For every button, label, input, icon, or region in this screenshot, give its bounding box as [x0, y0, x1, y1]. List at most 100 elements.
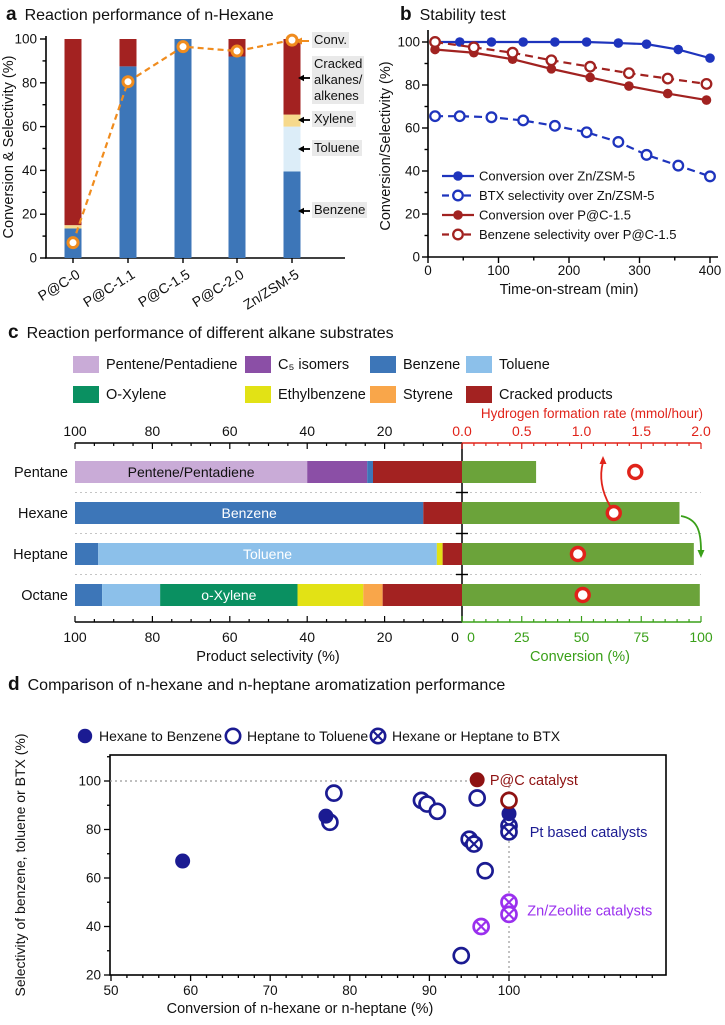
- b-series-marker: [612, 136, 625, 148]
- panel-d-letter: d: [8, 674, 20, 695]
- c-hydrogen-tick-label: 2.0: [691, 423, 711, 439]
- c-selectivity-bar-benzene: [367, 461, 373, 483]
- a-cat-label: Zn/ZSM-5: [240, 266, 301, 312]
- a-anno-arrowhead: [298, 74, 304, 82]
- c-legend-label: Ethylbenzene: [278, 386, 366, 403]
- marker-cross: [503, 826, 515, 838]
- d-point: [428, 802, 447, 821]
- c-legend-label: Cracked products: [499, 386, 613, 403]
- a-anno-arrowhead: [298, 207, 304, 215]
- b-series-marker: [701, 95, 712, 105]
- b-x-tick-label: 0: [424, 263, 432, 278]
- c-bottom-tick-label: 40: [299, 629, 315, 645]
- c-legend-swatch: [466, 386, 492, 403]
- c-hydrogen-marker: [627, 463, 644, 481]
- c-inbar-label: Benzene: [222, 505, 277, 521]
- b-series-marker: [485, 111, 498, 124]
- b-legend-marker: [452, 228, 464, 241]
- c-bottom-tick-label: 20: [377, 629, 393, 645]
- d-annotation: Zn/Zeolite catalysts: [527, 904, 652, 920]
- c-hydrogen-arrow: [600, 461, 611, 507]
- c-selectivity-bar-styrene: [363, 584, 383, 606]
- c-conversion-bar: [462, 461, 537, 483]
- c-conversion-arrow: [680, 515, 702, 552]
- a-annotation-cracked: Cracked alkanes/alkenes: [312, 56, 365, 104]
- a-conversion-marker: [230, 44, 244, 58]
- d-x-tick-label: 60: [183, 983, 198, 998]
- a-cat-label: P@C-0: [35, 266, 83, 304]
- c-inbar-label: Pentene/Pentadiene: [128, 464, 255, 480]
- b-series-marker: [705, 53, 715, 63]
- b-legend-label: Conversion over P@C-1.5: [479, 208, 631, 223]
- b-x-tick-label: 200: [558, 263, 581, 278]
- c-row-label: Octane: [21, 588, 68, 604]
- marker-cross: [503, 908, 515, 921]
- chart-c: 20 20 40 40 60 60 80 80 100 100 0 0.0 0.5 1.0 1.5 2.0 25…: [13, 423, 713, 665]
- d-plot-box: [109, 754, 667, 976]
- d-x-tick-label: 90: [422, 983, 437, 998]
- a-conv-arrowhead: [295, 37, 302, 45]
- b-series-marker: [545, 54, 558, 67]
- b-series-marker: [453, 110, 466, 123]
- d-point: [469, 772, 485, 788]
- c-selectivity-bar-benzene: [75, 584, 103, 606]
- panel-c: c Reaction performance of different alkan…: [0, 312, 725, 672]
- panel-c-letter: c: [8, 322, 19, 343]
- b-y-axis-title: Conversion/Selectivity (%): [378, 61, 394, 230]
- panel-b-title: Stability test: [419, 7, 506, 24]
- b-y-tick-label: 60: [405, 121, 420, 136]
- c-legend-c5_isomers: C₅ isomers: [245, 356, 349, 373]
- a-bar-benzene: [228, 56, 246, 258]
- a-bar-cracked: [119, 39, 137, 67]
- c-legend-swatch: [466, 356, 492, 373]
- b-series-marker: [700, 77, 713, 90]
- c-conversion-tick-label: 75: [633, 629, 649, 645]
- b-series-marker: [550, 37, 560, 47]
- c-bottom-tick-label: 80: [145, 629, 161, 645]
- c-conversion-bar: [462, 502, 680, 524]
- b-series-marker: [486, 37, 497, 47]
- d-point: [318, 808, 334, 824]
- c-top-tick-label: 100: [63, 423, 87, 439]
- c-legend-label: Benzene: [403, 356, 461, 373]
- d-point: [175, 853, 191, 869]
- b-series-marker: [467, 41, 480, 54]
- c-hydrogen-tick-label: 1.5: [632, 423, 652, 439]
- d-point: [476, 861, 494, 880]
- panel-b-heading: b Stability test: [400, 4, 506, 26]
- d-y-tick-label: 60: [86, 871, 101, 886]
- b-series-marker: [580, 126, 593, 139]
- d-legend-marker: [77, 728, 93, 744]
- a-bar-benzene: [119, 66, 137, 258]
- panel-b: b Stability test 0 20 40 60 80 100 0 100 200 300 40…: [362, 0, 725, 312]
- b-series-marker: [506, 46, 519, 59]
- d-x-tick-label: 50: [103, 983, 118, 998]
- b-series-marker: [661, 72, 674, 85]
- c-legend-pentene_pentadiene: Pentene/Pentadiene: [73, 356, 237, 373]
- a-cat-label: P@C-1.1: [80, 266, 138, 310]
- b-legend-label: Benzene selectivity over P@C-1.5: [479, 227, 676, 242]
- b-legend-label: Conversion over Zn/ZSM-5: [479, 169, 635, 184]
- c-conversion-tick-label: 25: [514, 629, 530, 645]
- d-annotation: P@C catalyst: [490, 773, 578, 789]
- c-top-tick-label: 80: [145, 423, 161, 439]
- panel-a-heading: a Reaction performance of n-Hexane: [6, 4, 274, 26]
- b-y-tick-label: 20: [405, 207, 420, 222]
- b-series-marker: [585, 72, 595, 83]
- d-y-tick-label: 40: [86, 919, 101, 934]
- a-annotation-conv: Conv.: [312, 32, 349, 48]
- b-legend-marker: [452, 189, 464, 202]
- a-y-tick-label: 0: [29, 251, 37, 266]
- panel-c-title: Reaction performance of different alkane…: [26, 325, 394, 342]
- d-x-tick-label: 70: [263, 983, 278, 998]
- b-series-marker: [584, 60, 597, 73]
- b-series-line: [434, 40, 707, 86]
- c-legend-label: Toluene: [499, 356, 550, 373]
- d-annotation: Pt based catalysts: [530, 825, 648, 841]
- a-anno-arrowhead: [298, 116, 304, 124]
- d-legend-label: Heptane to Toluene: [247, 728, 368, 744]
- c-hydrogen-marker: [574, 586, 591, 604]
- b-legend-marker: [453, 210, 463, 220]
- c-hydrogen-tick-label: 0.5: [512, 423, 532, 439]
- d-point: [500, 791, 518, 810]
